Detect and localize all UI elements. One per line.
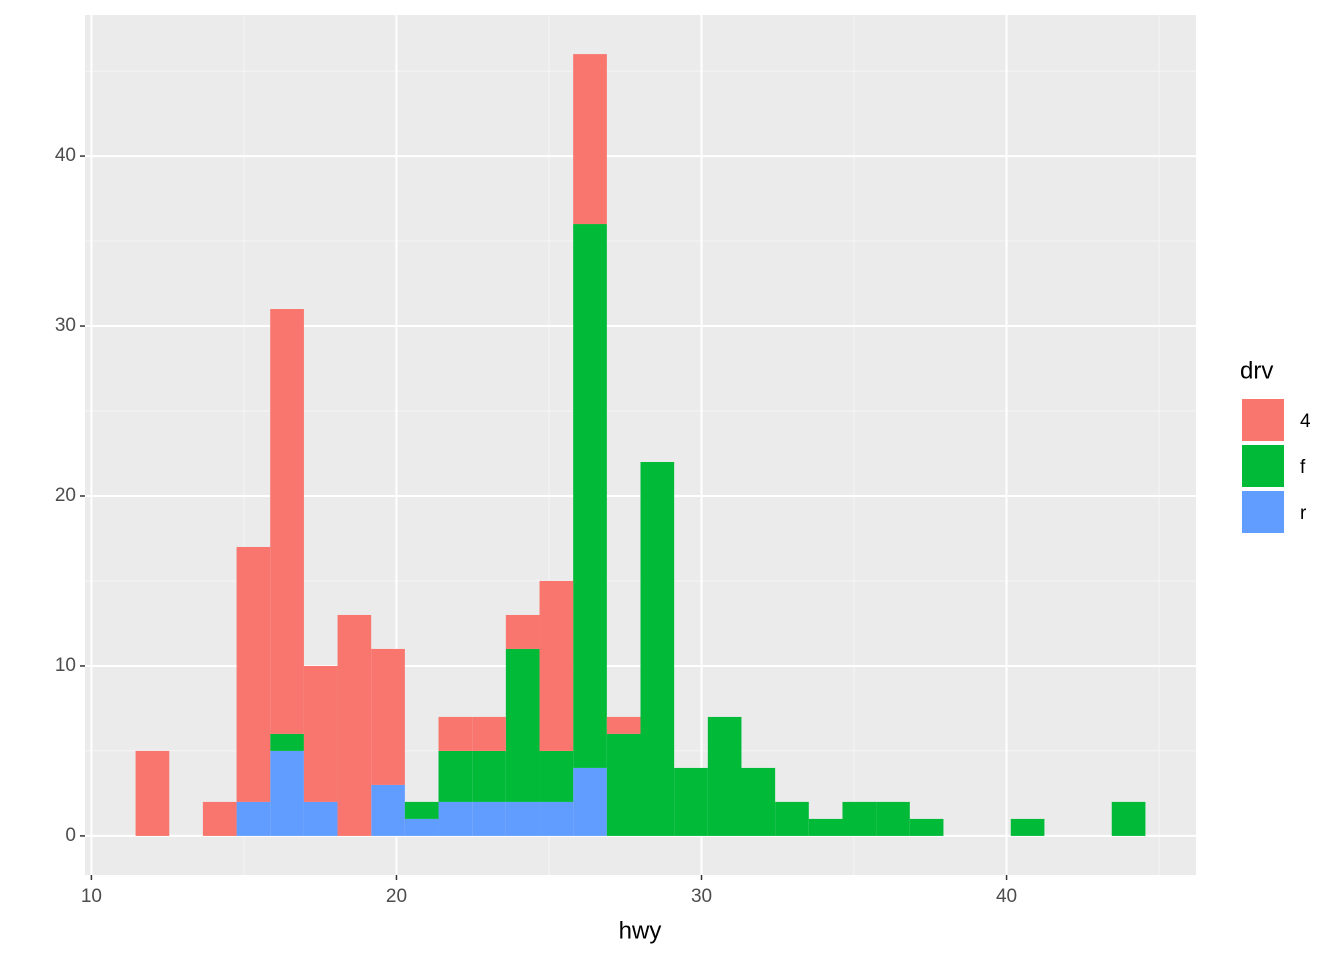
legend-label: r	[1300, 503, 1307, 524]
x-tick-label: 10	[81, 886, 102, 907]
x-axis-title: hwy	[619, 917, 662, 944]
bar-segment	[573, 767, 607, 836]
bar-segment	[1111, 801, 1146, 836]
bar-segment	[303, 665, 338, 802]
bar-segment	[236, 801, 271, 836]
bar-segment	[270, 733, 304, 751]
legend-title: drv	[1240, 357, 1273, 384]
bar-segment	[505, 614, 540, 649]
bar-segment	[404, 801, 439, 819]
bar-segment	[505, 801, 540, 836]
bar-segment	[371, 648, 405, 785]
bar-segment	[775, 801, 809, 836]
bar-segment	[674, 767, 708, 836]
y-tick-label: 20	[55, 485, 76, 506]
bar-segment	[303, 801, 338, 836]
x-tick-label: 30	[691, 886, 712, 907]
bar-segment	[909, 818, 944, 836]
bar-segment	[404, 818, 439, 836]
y-tick-label: 10	[55, 655, 76, 676]
legend-label: 4	[1300, 411, 1311, 432]
bar-segment	[1010, 818, 1045, 836]
bar-segment	[270, 309, 304, 734]
bar-segment	[539, 750, 574, 802]
bar-segment	[539, 801, 574, 836]
legend-key	[1240, 397, 1286, 443]
y-tick-label: 30	[55, 315, 76, 336]
bar-segment	[236, 546, 271, 802]
bar-segment	[202, 801, 237, 836]
bar-segment	[573, 224, 607, 768]
bar-segment	[472, 716, 506, 751]
legend-key	[1240, 489, 1286, 535]
bar-segment	[573, 54, 607, 225]
bar-segment	[270, 750, 304, 836]
bar-segment	[876, 801, 910, 836]
bar-segment	[741, 767, 776, 836]
bar-segment	[337, 614, 372, 836]
y-tick-label: 40	[55, 145, 76, 166]
bar-segment	[135, 750, 170, 836]
bar-segment	[505, 648, 540, 802]
bar-segment	[640, 461, 675, 836]
bar-segment	[371, 784, 405, 836]
bar-segment	[606, 733, 641, 836]
legend-label: f	[1300, 457, 1306, 478]
bar-segment	[438, 801, 473, 836]
bar-segment	[808, 818, 843, 836]
x-tick-label: 40	[996, 886, 1017, 907]
bar-segment	[472, 801, 506, 836]
bar-segment	[707, 716, 742, 836]
y-tick-label: 0	[65, 825, 76, 846]
bar-segment	[438, 750, 473, 802]
bar-segment	[472, 750, 506, 802]
bar-segment	[539, 580, 574, 751]
bar-segment	[438, 716, 473, 751]
bar-segment	[606, 716, 641, 734]
x-tick-label: 20	[386, 886, 407, 907]
legend-key	[1240, 443, 1286, 489]
bar-segment	[842, 801, 877, 836]
